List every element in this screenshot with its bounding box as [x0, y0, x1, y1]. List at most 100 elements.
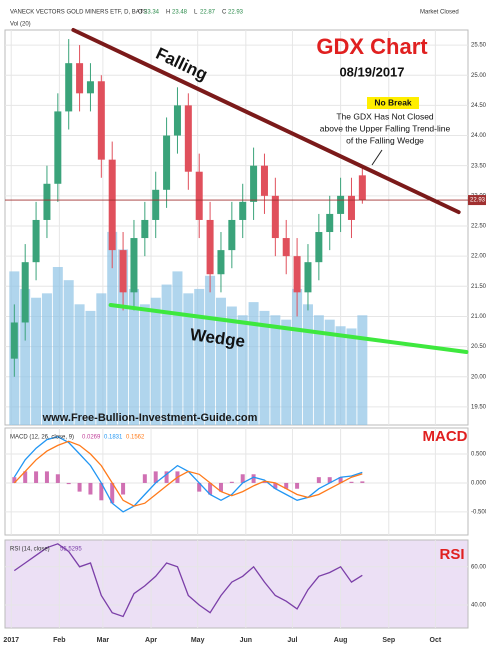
volume-bar: [107, 231, 118, 425]
candle-body: [239, 201, 247, 220]
volume-bar: [205, 275, 216, 425]
histogram-bar: [142, 474, 147, 483]
y-tick-label: 25.50: [471, 43, 486, 49]
histogram-bar: [316, 477, 321, 483]
histogram-bar: [66, 482, 71, 485]
volume-bar: [41, 293, 52, 425]
volume-bar: [52, 267, 63, 425]
candle-body: [119, 250, 127, 293]
series-line: [13, 440, 363, 507]
ohlc-value: 22.93: [228, 10, 244, 16]
y-tick-label: 0.0000: [471, 481, 486, 487]
legend-value: 0.1562: [126, 435, 145, 441]
y-tick-label: 24.00: [471, 133, 486, 139]
note-arrow: [371, 149, 383, 166]
candle-body: [217, 250, 225, 275]
histogram-bar: [55, 474, 60, 483]
candle-body: [337, 195, 345, 214]
candle-body: [152, 189, 160, 220]
histogram-bar: [12, 477, 17, 483]
status: Market Closed: [420, 10, 459, 16]
y-tick-label: 23.50: [471, 163, 486, 169]
histogram-bar: [360, 481, 365, 483]
histogram-bar: [99, 482, 104, 501]
candle-body: [43, 183, 51, 220]
candle-body: [173, 105, 181, 136]
histogram-bar: [251, 474, 256, 483]
trendline: [108, 302, 469, 355]
histogram-bar: [153, 471, 158, 483]
candle-body: [130, 238, 138, 293]
ohlc-value: 22.87: [200, 10, 216, 16]
histogram-bar: [77, 482, 82, 492]
y-tick-label: 22.00: [471, 254, 486, 260]
volume-bar: [226, 306, 237, 425]
histogram-bar: [197, 482, 202, 492]
candle-body: [293, 256, 301, 293]
candle-body: [206, 219, 214, 275]
histogram-bar: [88, 482, 93, 495]
volume-bar: [74, 304, 85, 425]
histogram-bar: [110, 482, 115, 504]
ohlc-key: O: [138, 10, 143, 16]
macd-legend: MACD (12, 26, close, 9): [10, 435, 74, 441]
candle-body: [250, 165, 258, 202]
volume-bar: [139, 304, 150, 425]
histogram-bar: [295, 482, 300, 489]
volume-bar: [161, 284, 172, 425]
x-tick-label: Feb: [53, 637, 65, 644]
y-tick-label: 20.00: [471, 374, 486, 380]
candle-body: [271, 195, 279, 239]
volume-bar: [31, 297, 42, 425]
note-line: above the Upper Falling Trend-line: [320, 123, 451, 133]
histogram-bar: [229, 481, 234, 483]
ohlc-value: 23.48: [172, 10, 188, 16]
candle-body: [10, 322, 18, 359]
candle-body: [228, 219, 236, 251]
histogram-bar: [327, 477, 332, 483]
candle-body: [32, 219, 40, 263]
candle-body: [315, 232, 323, 263]
histogram-bar: [284, 482, 289, 489]
volume-bar: [335, 326, 346, 425]
histogram-bar: [34, 471, 39, 483]
macd-title: MACD: [423, 428, 468, 445]
volume-label: Vol (20): [10, 22, 31, 28]
volume-bar: [85, 310, 96, 425]
candle-body: [195, 171, 203, 220]
series-line: [13, 543, 363, 618]
volume-bar: [183, 293, 194, 425]
x-tick-label: Apr: [145, 637, 157, 644]
note-line: The GDX Has Not Closed: [336, 111, 434, 121]
x-tick-label: Mar: [97, 637, 110, 644]
candle-body: [97, 81, 105, 160]
volume-bar: [248, 302, 259, 425]
y-tick-label: 21.00: [471, 314, 486, 320]
histogram-bar: [349, 481, 354, 483]
last-price-label: 22.93: [470, 198, 486, 204]
rsi-legend: RSI (14, close): [10, 547, 50, 553]
volume-bar: [357, 315, 368, 425]
histogram-bar: [208, 482, 213, 495]
volume-bar: [63, 280, 74, 425]
candle-body: [54, 111, 62, 184]
volume-bar: [20, 288, 31, 425]
candle-body: [260, 165, 268, 196]
volume-bar: [194, 288, 205, 425]
candle-body: [326, 213, 334, 233]
candle-body: [86, 81, 94, 94]
candle-body: [65, 63, 73, 112]
volume-bar: [237, 315, 248, 425]
volume-bar: [324, 319, 335, 425]
histogram-bar: [262, 481, 267, 483]
volume-bar: [281, 319, 292, 425]
volume-bar: [118, 249, 129, 425]
y-tick-label: 40.0000: [471, 603, 486, 609]
candle-body: [304, 262, 312, 293]
volume-bar: [96, 293, 107, 425]
candle-body: [282, 238, 290, 257]
rsi-title: RSI: [439, 546, 464, 563]
legend-value: 55.5295: [60, 547, 82, 553]
histogram-bar: [23, 471, 28, 483]
